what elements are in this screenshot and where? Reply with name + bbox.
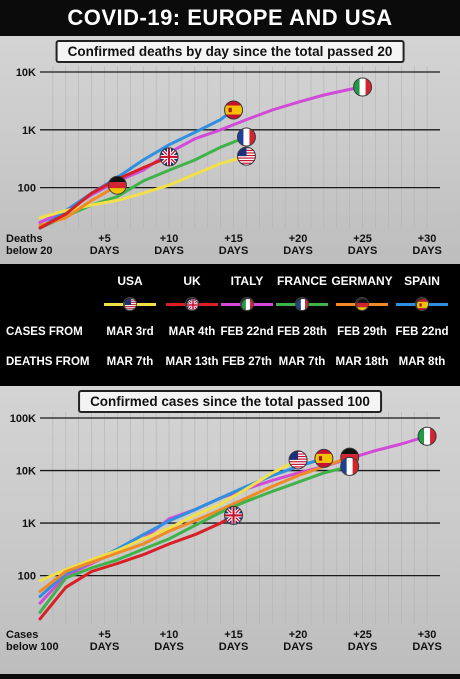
- italy-flag-icon: [240, 297, 254, 311]
- legend-swatch-usa: [98, 297, 162, 311]
- cases-chart-panel: Confirmed cases since the total passed 1…: [0, 386, 460, 674]
- legend-cases-from-germany: FEB 29th: [330, 326, 394, 338]
- cases-spain-flag-icon: [315, 449, 333, 467]
- legend-cases-row-label: CASES FROM: [6, 326, 90, 338]
- legend-cases-from-france: FEB 28th: [270, 326, 334, 338]
- legend-country-label: SPAIN: [390, 274, 454, 288]
- deaths-spain-flag-icon: [225, 101, 243, 119]
- france-flag-icon: [295, 297, 309, 311]
- legend-cases-from-spain: FEB 22nd: [390, 326, 454, 338]
- deaths-italy-flag-icon: [354, 78, 372, 96]
- deaths-y-tick-label: 10K: [16, 67, 36, 79]
- legend-swatch-france: [270, 297, 334, 311]
- spain-flag-icon: [415, 297, 429, 311]
- deaths-germany-flag-icon: [108, 176, 126, 194]
- deaths-y-tick-label: 1K: [22, 125, 36, 137]
- legend-country-label: FRANCE: [270, 274, 334, 288]
- legend-usa-flag-icon: [125, 299, 138, 312]
- legend-spain-flag-icon: [417, 299, 430, 312]
- legend-deaths-from-france: MAR 7th: [270, 356, 334, 368]
- deaths-usa-flag-icon: [237, 147, 255, 165]
- legend-deaths-from-usa: MAR 7th: [98, 356, 162, 368]
- usa-flag-icon: [123, 297, 137, 311]
- cases-y-tick-label: 100K: [10, 413, 36, 425]
- main-title: COVID-19: EUROPE AND USA: [0, 0, 460, 36]
- cases-uk-flag-icon: [225, 506, 243, 524]
- cases-y-tick-label: 10K: [16, 466, 36, 478]
- legend-deaths-from-spain: MAR 8th: [390, 356, 454, 368]
- uk-flag-icon: [185, 297, 199, 311]
- cases-usa-flag-icon: [289, 451, 307, 469]
- legend-swatch-germany: [330, 297, 394, 311]
- deaths-y-tick-label: 100: [18, 183, 36, 195]
- legend-swatch-spain: [390, 297, 454, 311]
- cases-france-flag-icon: [341, 457, 359, 475]
- legend-deaths-row-label: DEATHS FROM: [6, 356, 90, 368]
- cases-chart-title: Confirmed cases since the total passed 1…: [78, 390, 382, 413]
- legend-country-label: GERMANY: [330, 274, 394, 288]
- deaths-chart-title: Confirmed deaths by day since the total …: [56, 40, 405, 63]
- legend-germany-flag-icon: [357, 299, 370, 312]
- cases-y-tick-label: 100: [18, 571, 36, 583]
- legend-cases-from-usa: MAR 3rd: [98, 326, 162, 338]
- deaths-uk-flag-icon: [160, 148, 178, 166]
- legend-france-flag-icon: [297, 299, 310, 312]
- cases-y-tick-label: 1K: [22, 518, 36, 530]
- legend-country-label: USA: [98, 274, 162, 288]
- germany-flag-icon: [355, 297, 369, 311]
- deaths-france-flag-icon: [237, 128, 255, 146]
- legend-uk-flag-icon: [187, 299, 200, 312]
- deaths-chart-panel: Confirmed deaths by day since the total …: [0, 36, 460, 264]
- legend-deaths-from-germany: MAR 18th: [330, 356, 394, 368]
- legend-italy-flag-icon: [242, 299, 255, 312]
- cases-italy-flag-icon: [418, 427, 436, 445]
